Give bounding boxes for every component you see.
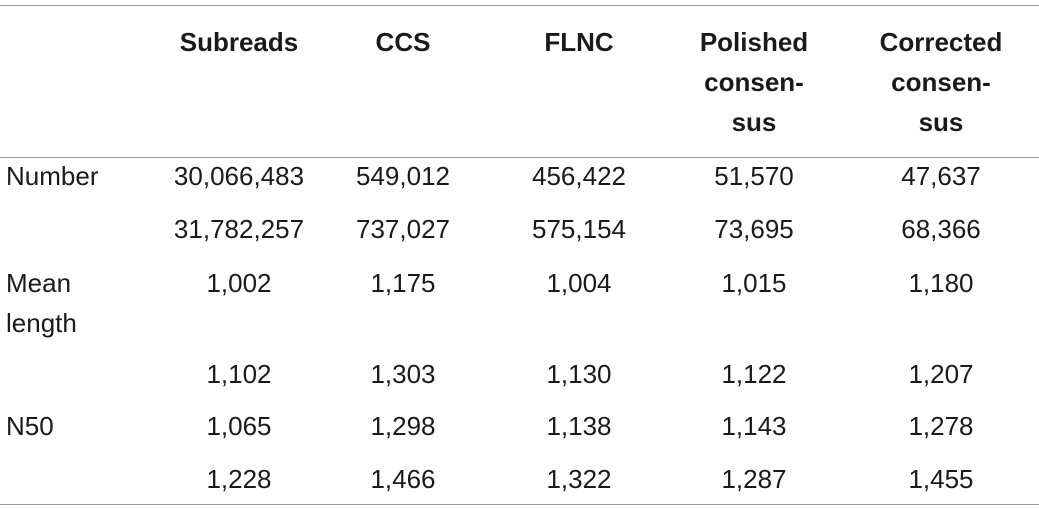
col-header-label: CCS [375,27,431,57]
table-cell: 1,322 [546,464,612,494]
table-body: Number 30,066,483 549,012 456,422 51,570… [0,142,1039,499]
col-header-subreads: Subreads [165,0,313,142]
col-header-line: consen- [704,67,804,97]
table-cell: 1,455 [908,464,974,494]
header-corner [0,0,165,142]
table-cell: 549,012 [356,161,450,191]
col-header-ccs: CCS [313,0,493,142]
table-cell: 68,366 [901,214,981,244]
table-cell: 575,154 [532,214,626,244]
col-header-polished-consensus: Polished consen- sus [665,0,843,142]
table-row: N50 1,065 1,298 1,138 1,143 1,278 [0,394,1039,446]
table-cell: 1,303 [370,359,436,389]
header-bottom-rule [0,157,1039,158]
table-cell: 51,570 [714,161,794,191]
row-label [0,196,165,249]
row-label-line: N50 [6,411,54,441]
row-label: Number [0,142,165,196]
table-row: 31,782,257 737,027 575,154 73,695 68,366 [0,196,1039,249]
table-cell: 31,782,257 [173,214,305,244]
table-cell: 1,143 [721,411,787,441]
row-label-line: length [6,308,77,338]
header-row: Subreads CCS FLNC Polished consen- sus C… [0,0,1039,142]
table-cell: 1,180 [908,268,974,298]
table-row: Number 30,066,483 549,012 456,422 51,570… [0,142,1039,196]
table-cell: 1,004 [546,268,612,298]
table-row: Mean length 1,002 1,175 1,004 1,015 1,18… [0,249,1039,343]
table-cell: 1,466 [370,464,436,494]
row-label-line: Number [6,161,99,191]
table-top-rule [0,5,1039,6]
table-header: Subreads CCS FLNC Polished consen- sus C… [0,0,1039,142]
table-cell: 1,298 [370,411,436,441]
table-cell: 1,122 [721,359,787,389]
col-header-label: Subreads [179,27,299,57]
row-label: Mean length [0,249,165,343]
col-header-line: Polished [699,27,809,57]
table-cell: 73,695 [714,214,794,244]
table-row: 1,102 1,303 1,130 1,122 1,207 [0,343,1039,394]
table-cell: 1,002 [206,268,272,298]
col-header-flnc: FLNC [493,0,665,142]
col-header-line: Corrected [879,27,1003,57]
col-header-label: FLNC [544,27,614,57]
table-bottom-rule [0,504,1039,505]
row-label: N50 [0,394,165,446]
table-cell: 1,278 [908,411,974,441]
table-cell: 1,228 [206,464,272,494]
table-row: 1,228 1,466 1,322 1,287 1,455 [0,446,1039,499]
table-cell: 737,027 [356,214,450,244]
col-header-line: consen- [891,67,991,97]
row-label [0,446,165,499]
col-header-line: sus [731,107,777,137]
table-cell: 1,175 [370,268,436,298]
table-cell: 1,130 [546,359,612,389]
table-cell: 1,015 [721,268,787,298]
table-cell: 1,138 [546,411,612,441]
table-cell: 456,422 [532,161,626,191]
table-cell: 1,207 [908,359,974,389]
row-label [0,343,165,394]
row-label-line: Mean [6,268,72,298]
table-cell: 47,637 [901,161,981,191]
table-cell: 30,066,483 [173,161,305,191]
col-header-line: sus [918,107,964,137]
table-cell: 1,102 [206,359,272,389]
table-cell: 1,065 [206,411,272,441]
col-header-corrected-consensus: Corrected consen- sus [843,0,1039,142]
table-cell: 1,287 [721,464,787,494]
